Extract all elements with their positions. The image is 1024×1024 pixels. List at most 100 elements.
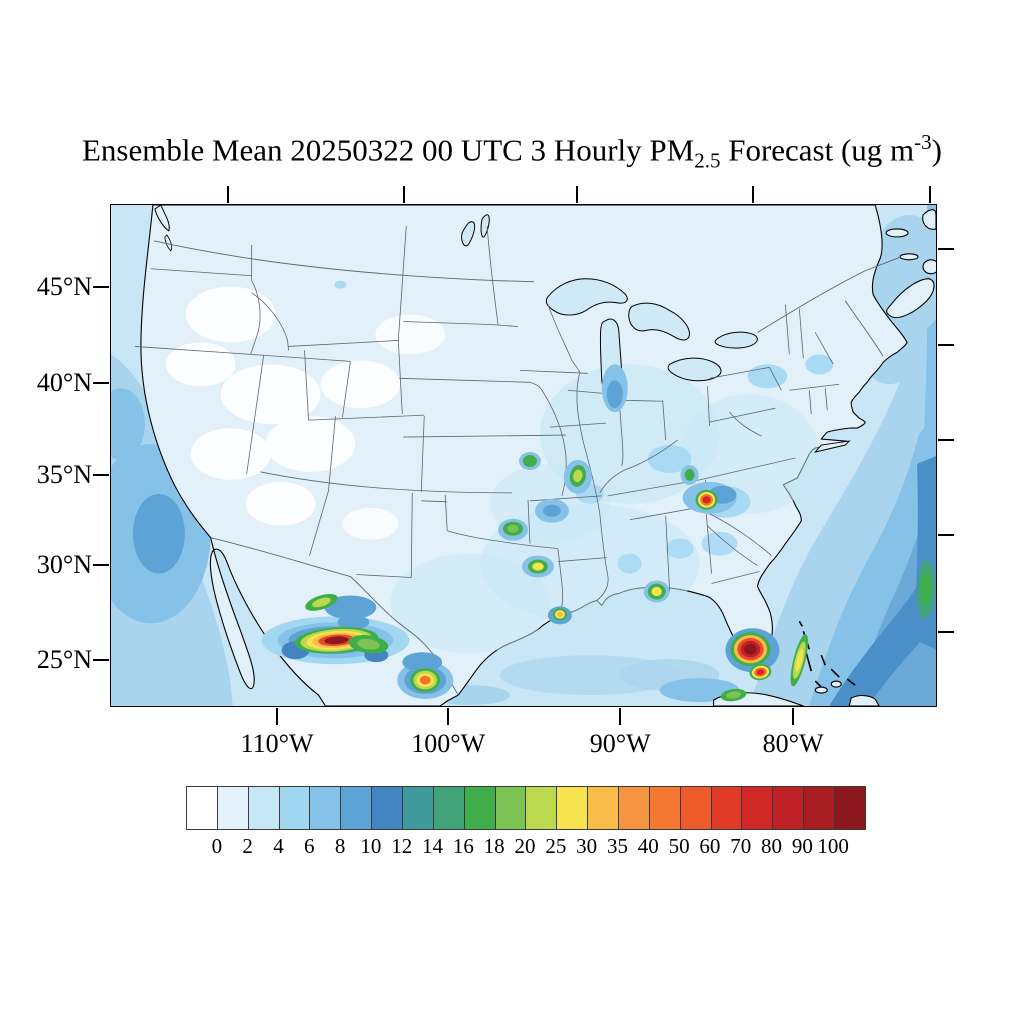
maritime-canada	[885, 209, 936, 319]
colorbar-tick-label: 12	[391, 834, 413, 858]
colorbar-tick-label: 50	[668, 834, 690, 858]
prince-edward-island	[899, 253, 919, 261]
x-axis-label: 100°W	[411, 729, 486, 758]
x-axis-tick	[447, 708, 450, 725]
halo-patch	[542, 504, 561, 517]
halo-patch	[402, 652, 443, 673]
top-axis-tick	[576, 186, 579, 203]
right-axis-tick	[938, 533, 954, 536]
hotspot-florida-panhandle-coast-spot	[651, 586, 662, 597]
colorbar-cell	[495, 787, 527, 829]
colorbar-tick-label: 70	[730, 834, 752, 858]
hotspot-chihuahua-small	[312, 597, 331, 608]
great-lakes	[461, 214, 758, 400]
colorbar-tick-label: 40	[637, 834, 659, 858]
colorbar-tick-label: 80	[761, 834, 783, 858]
colorbar-cell	[372, 787, 404, 829]
title-suffix: )	[931, 132, 942, 168]
colorbar-tick-label: 4	[273, 834, 284, 858]
bahamas	[798, 620, 856, 688]
colorbar-cell	[310, 787, 342, 829]
y-axis-tick	[93, 285, 109, 288]
colorbar-tick-label: 60	[699, 834, 721, 858]
top-axis-tick	[227, 186, 230, 203]
x-axis-label: 110°W	[240, 729, 314, 758]
y-axis-label: 45°N	[36, 271, 92, 301]
hotspot-western-carolinas-spot	[702, 496, 711, 504]
x-axis-tick	[619, 708, 622, 725]
hotspot-northwest-louisiana-spot	[532, 562, 544, 571]
hotspot-eastern-oklahoma-spot	[507, 524, 519, 533]
colorbar-cell	[588, 787, 620, 829]
island	[830, 680, 842, 688]
y-axis-label: 30°N	[36, 550, 92, 580]
title-superscript: -3	[914, 130, 932, 154]
anticosti-island	[885, 228, 909, 238]
colorbar-tick-label: 16	[452, 834, 474, 858]
colorbar-cell	[403, 787, 434, 829]
y-axis-label: 25°N	[36, 645, 92, 675]
hotspot-atlantic-edge-streak	[920, 572, 932, 607]
lake-winnipeg	[461, 221, 476, 247]
y-axis-tick	[93, 659, 109, 662]
hotspot-south-florida-fire	[744, 643, 757, 655]
colorbar-tick-label: 20	[514, 834, 536, 858]
colorbar-cell	[187, 787, 218, 829]
x-axis-tick	[792, 708, 795, 725]
colorbar-tick-label: 8	[334, 834, 346, 858]
y-axis-label: 35°N	[36, 460, 92, 490]
colorbar-cell	[711, 787, 743, 829]
top-axis-tick	[403, 186, 406, 203]
right-axis-tick	[938, 438, 954, 441]
y-axis-tick	[93, 382, 109, 385]
colorbar-cell	[742, 787, 774, 829]
hispaniola	[848, 694, 880, 706]
colorbar-tick-label: 100	[817, 834, 849, 858]
colorbar-cell	[557, 787, 589, 829]
long-island	[813, 440, 851, 453]
halo-patch	[324, 595, 377, 620]
right-axis-tick	[938, 631, 954, 634]
colorbar-tick-label: 6	[304, 834, 315, 858]
canada-border	[153, 240, 902, 357]
colorbar	[186, 786, 866, 830]
colorbar-cell	[835, 787, 865, 829]
lake-erie	[667, 357, 722, 382]
title-prefix: Ensemble Mean 20250322 00 UTC 3 Hourly P…	[81, 132, 695, 168]
colorbar-cell	[804, 787, 836, 829]
title-subscript: 2.5	[694, 148, 721, 173]
hotspot-straits-of-florida-streak	[726, 691, 741, 699]
colorbar-tick-label: 2	[242, 834, 253, 858]
cape-breton	[922, 259, 936, 275]
hotspot-east-tennessee-spot	[684, 468, 695, 481]
hotspot-southwest-louisiana-coast-spot	[556, 611, 563, 617]
x-axis-label: 90°W	[589, 729, 651, 758]
colorbar-cell	[773, 787, 805, 829]
hotspot-bahamas-streak	[795, 648, 804, 672]
x-axis-tick	[276, 708, 279, 725]
map-plot-frame	[110, 204, 937, 707]
hotspot-tamaulipas-fire	[419, 675, 431, 685]
colorbar-tick-label: 35	[606, 834, 628, 858]
colorbar-cell	[649, 787, 681, 829]
colorbar-cell	[464, 787, 496, 829]
colorbar-cell	[279, 787, 311, 829]
lake-ontario	[714, 331, 758, 349]
chart-title: Ensemble Mean 20250322 00 UTC 3 Hourly P…	[0, 130, 1024, 174]
colorbar-cell	[217, 787, 249, 829]
y-axis-tick	[93, 564, 109, 567]
colorbar-cell	[433, 787, 465, 829]
hotspot-chihuahua-coahuila-fire	[324, 636, 349, 645]
colorbar-cell	[341, 787, 373, 829]
colorbar-tick-label: 25	[545, 834, 567, 858]
nova-scotia	[886, 278, 935, 319]
hotspot-coahuila-east-lobe	[356, 638, 380, 650]
colorbar-cell	[619, 787, 650, 829]
colorbar-tick-label: 90	[791, 834, 813, 858]
right-axis-tick	[938, 343, 954, 346]
map-canvas	[111, 205, 936, 706]
hotspot-blobs	[294, 455, 936, 702]
x-axis-label: 80°W	[762, 729, 824, 758]
mexico-border	[210, 537, 459, 696]
